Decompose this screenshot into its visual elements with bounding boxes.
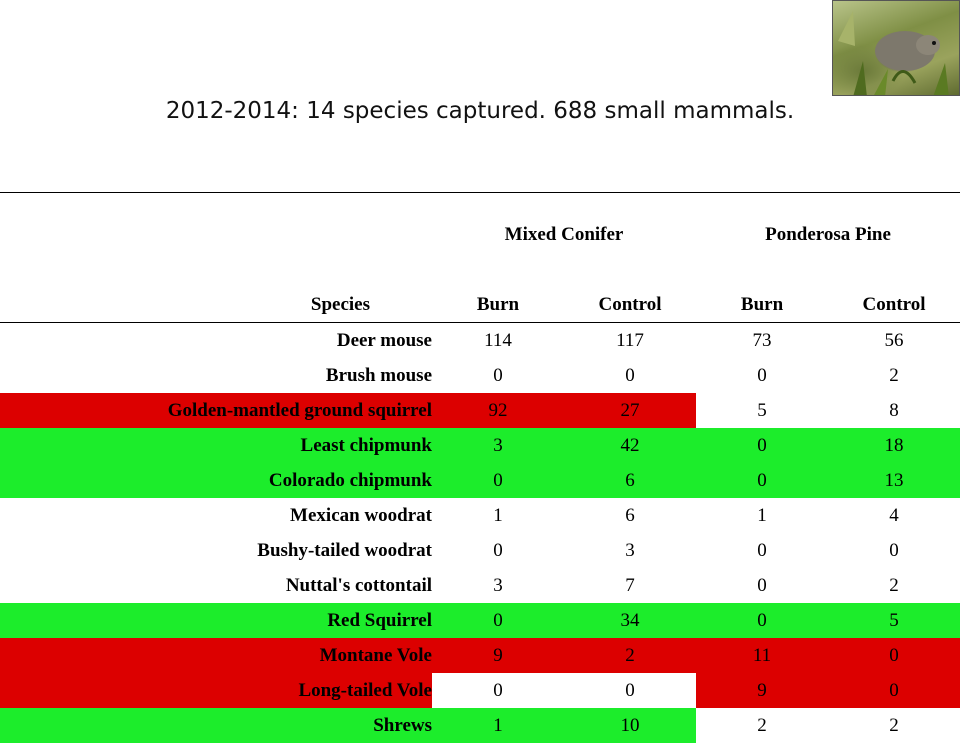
count-cell: 8 xyxy=(828,393,960,428)
count-cell: 0 xyxy=(432,463,564,498)
count-cell: 0 xyxy=(432,673,564,708)
count-cell: 117 xyxy=(564,323,696,359)
count-cell: 2 xyxy=(828,708,960,743)
count-cell: 7 xyxy=(564,568,696,603)
count-cell: 2 xyxy=(828,358,960,393)
count-cell: 1 xyxy=(432,498,564,533)
count-cell: 6 xyxy=(564,463,696,498)
mammal-photo xyxy=(832,0,960,96)
column-header-pp-control: Control xyxy=(828,246,960,323)
count-cell: 6 xyxy=(564,498,696,533)
species-name: Colorado chipmunk xyxy=(0,463,432,498)
species-name: Long-tailed Vole xyxy=(0,673,432,708)
count-cell: 9 xyxy=(432,638,564,673)
count-cell: 34 xyxy=(564,603,696,638)
count-cell: 4 xyxy=(828,498,960,533)
mammal-photo-icon xyxy=(833,1,960,96)
count-cell: 5 xyxy=(696,393,828,428)
count-cell: 0 xyxy=(828,673,960,708)
capture-table: Mixed Conifer Ponderosa Pine Species Bur… xyxy=(0,192,960,743)
count-cell: 5 xyxy=(828,603,960,638)
species-name: Golden-mantled ground squirrel xyxy=(0,393,432,428)
species-name: Bushy-tailed woodrat xyxy=(0,533,432,568)
species-name: Red Squirrel xyxy=(0,603,432,638)
count-cell: 9 xyxy=(696,673,828,708)
count-cell: 0 xyxy=(696,428,828,463)
species-name: Shrews xyxy=(0,708,432,743)
count-cell: 27 xyxy=(564,393,696,428)
group-header-ponderosa-pine: Ponderosa Pine xyxy=(696,193,960,247)
group-header-mixed-conifer: Mixed Conifer xyxy=(432,193,696,247)
column-header-pp-burn: Burn xyxy=(696,246,828,323)
count-cell: 3 xyxy=(564,533,696,568)
count-cell: 1 xyxy=(696,498,828,533)
slide-title: 2012-2014: 14 species captured. 688 smal… xyxy=(0,98,960,124)
species-name: Least chipmunk xyxy=(0,428,432,463)
column-header-mc-control: Control xyxy=(564,246,696,323)
count-cell: 92 xyxy=(432,393,564,428)
header-spacer xyxy=(0,193,432,247)
count-cell: 2 xyxy=(696,708,828,743)
count-cell: 0 xyxy=(564,358,696,393)
count-cell: 0 xyxy=(432,533,564,568)
count-cell: 0 xyxy=(432,603,564,638)
count-cell: 2 xyxy=(564,638,696,673)
count-cell: 56 xyxy=(828,323,960,359)
count-cell: 10 xyxy=(564,708,696,743)
species-name: Mexican woodrat xyxy=(0,498,432,533)
count-cell: 18 xyxy=(828,428,960,463)
count-cell: 42 xyxy=(564,428,696,463)
group-header-row: Mixed Conifer Ponderosa Pine xyxy=(0,193,960,247)
count-cell: 11 xyxy=(696,638,828,673)
count-cell: 0 xyxy=(696,603,828,638)
count-cell: 0 xyxy=(564,673,696,708)
species-name: Deer mouse xyxy=(0,323,432,359)
count-cell: 0 xyxy=(828,533,960,568)
count-cell: 0 xyxy=(696,533,828,568)
count-cell: 0 xyxy=(696,568,828,603)
column-header-species: Species xyxy=(0,246,432,323)
count-cell: 0 xyxy=(432,358,564,393)
count-cell: 0 xyxy=(828,638,960,673)
count-cell: 13 xyxy=(828,463,960,498)
species-name: Brush mouse xyxy=(0,358,432,393)
species-name: Nuttal's cottontail xyxy=(0,568,432,603)
count-cell: 0 xyxy=(696,358,828,393)
column-header-mc-burn: Burn xyxy=(432,246,564,323)
count-cell: 3 xyxy=(432,428,564,463)
count-cell: 2 xyxy=(828,568,960,603)
count-cell: 1 xyxy=(432,708,564,743)
count-cell: 3 xyxy=(432,568,564,603)
species-name: Montane Vole xyxy=(0,638,432,673)
column-header-row: Species Burn Control Burn Control xyxy=(0,246,960,323)
count-cell: 73 xyxy=(696,323,828,359)
count-cell: 0 xyxy=(696,463,828,498)
count-cell: 114 xyxy=(432,323,564,359)
